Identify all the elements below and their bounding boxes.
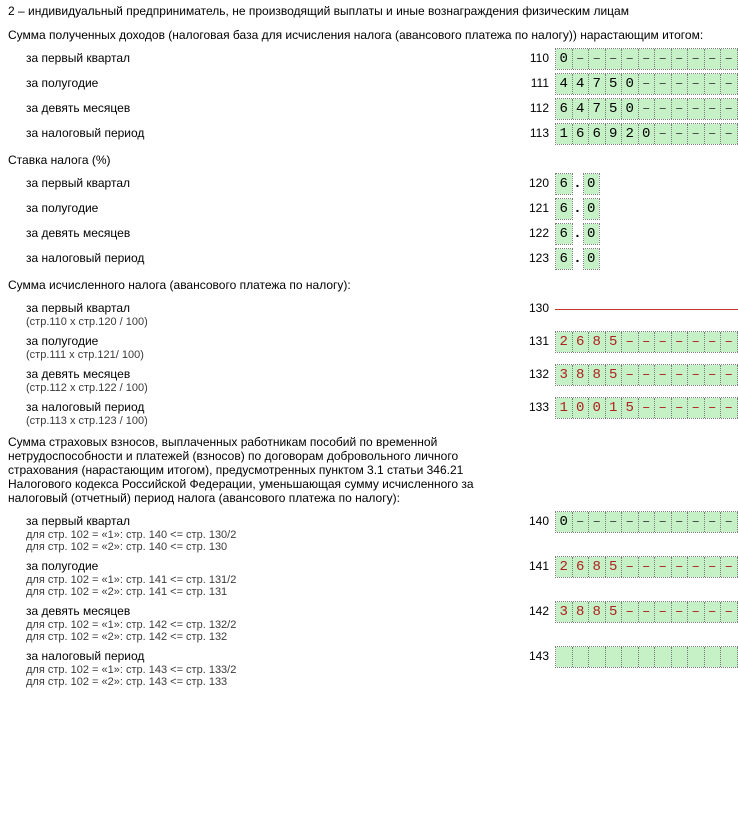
row-sublabel: для стр. 102 = «1»: стр. 143 <= стр. 133… (26, 664, 521, 688)
row-label: за первый квартал (8, 48, 521, 65)
income-section-title: Сумма полученных доходов (налоговая база… (8, 28, 730, 42)
row-label: за полугодие(стр.111 x стр.121/ 100) (8, 331, 521, 361)
row-value: 64750––––––– (549, 98, 738, 120)
row-code: 112 (521, 98, 549, 115)
form-row: за первый квартал1100––––––––––– (8, 48, 730, 70)
row-label: за первый кварталдля стр. 102 = «1»: стр… (8, 511, 521, 553)
row-code: 122 (521, 223, 549, 240)
form-row: за налоговый периоддля стр. 102 = «1»: с… (8, 646, 730, 688)
row-sublabel: (стр.111 x стр.121/ 100) (26, 349, 521, 361)
row-label: за девять месяцев(стр.112 x стр.122 / 10… (8, 364, 521, 394)
row-label: за девять месяцев (8, 223, 521, 240)
row-label: за девять месяцевдля стр. 102 = «1»: стр… (8, 601, 521, 643)
row-code: 133 (521, 397, 549, 414)
row-value: 0––––––––––– (549, 511, 738, 533)
form-row: за полугодиедля стр. 102 = «1»: стр. 141… (8, 556, 730, 598)
row-value: 3885–––––––– (549, 364, 738, 386)
row-code: 110 (521, 48, 549, 65)
row-label: за полугодие (8, 73, 521, 90)
row-code: 132 (521, 364, 549, 381)
form-row: за полугодие11144750––––––– (8, 73, 730, 95)
row-label: за налоговый периоддля стр. 102 = «1»: с… (8, 646, 521, 688)
row-value: 6.0 (549, 173, 730, 195)
form-row: за налоговый период113166920–––––– (8, 123, 730, 145)
row-label: за полугодиедля стр. 102 = «1»: стр. 141… (8, 556, 521, 598)
row-code: 142 (521, 601, 549, 618)
row-label: за девять месяцев (8, 98, 521, 115)
row-sublabel: (стр.113 x стр.123 / 100) (26, 415, 521, 427)
row-value: 2685–––––––– (549, 331, 738, 353)
form-row: за первый квартал(стр.110 x стр.120 / 10… (8, 298, 730, 328)
row-value: 6.0 (549, 248, 730, 270)
row-code: 130 (521, 298, 549, 315)
row-label: за налоговый период(стр.113 x стр.123 / … (8, 397, 521, 427)
value-cells: 3885–––––––– (555, 364, 738, 386)
row-sublabel: для стр. 102 = «1»: стр. 141 <= стр. 131… (26, 574, 521, 598)
row-code: 113 (521, 123, 549, 140)
row-code: 123 (521, 248, 549, 265)
row-sublabel: (стр.110 x стр.120 / 100) (26, 316, 521, 328)
value-cells: 64750––––––– (555, 98, 738, 120)
row-label: за первый квартал(стр.110 x стр.120 / 10… (8, 298, 521, 328)
value-cells: 10015––––––– (555, 397, 738, 419)
form-row: за первый квартал1206.0 (8, 173, 730, 195)
value-cells: 0––––––––––– (555, 511, 738, 533)
row-value (549, 298, 738, 320)
row-value: 10015––––––– (549, 397, 738, 419)
form-row: за полугодие1216.0 (8, 198, 730, 220)
row-sublabel: для стр. 102 = «1»: стр. 142 <= стр. 132… (26, 619, 521, 643)
value-cells: 44750––––––– (555, 73, 738, 95)
value-cells: 0––––––––––– (555, 48, 738, 70)
form-row: за первый кварталдля стр. 102 = «1»: стр… (8, 511, 730, 553)
row-code: 121 (521, 198, 549, 215)
form-row: за полугодие(стр.111 x стр.121/ 100)1312… (8, 331, 730, 361)
value-cells: 3885–––––––– (555, 601, 738, 623)
row-value: 6.0 (549, 223, 730, 245)
row-value: 2685–––––––– (549, 556, 738, 578)
form-row: за девять месяцевдля стр. 102 = «1»: стр… (8, 601, 730, 643)
value-cells: 2685–––––––– (555, 556, 738, 578)
row-value: 0––––––––––– (549, 48, 738, 70)
header-note: 2 – индивидуальный предприниматель, не п… (8, 4, 730, 18)
row-value: 6.0 (549, 198, 730, 220)
row-value (549, 646, 738, 668)
form-row: за девять месяцев11264750––––––– (8, 98, 730, 120)
value-cells: 166920–––––– (555, 123, 738, 145)
row-code: 140 (521, 511, 549, 528)
form-row: за девять месяцев1226.0 (8, 223, 730, 245)
row-sublabel: (стр.112 x стр.122 / 100) (26, 382, 521, 394)
value-cells: 2685–––––––– (555, 331, 738, 353)
calc-section-title: Сумма исчисленного налога (авансового пл… (8, 278, 730, 292)
row-value: 166920–––––– (549, 123, 738, 145)
row-label: за налоговый период (8, 123, 521, 140)
redline (555, 309, 738, 310)
row-code: 120 (521, 173, 549, 190)
row-code: 131 (521, 331, 549, 348)
row-value: 3885–––––––– (549, 601, 738, 623)
row-value: 44750––––––– (549, 73, 738, 95)
row-code: 143 (521, 646, 549, 663)
row-label: за полугодие (8, 198, 521, 215)
row-label: за первый квартал (8, 173, 521, 190)
rate-section-title: Ставка налога (%) (8, 153, 730, 167)
row-label: за налоговый период (8, 248, 521, 265)
value-cells (555, 646, 738, 668)
form-row: за девять месяцев(стр.112 x стр.122 / 10… (8, 364, 730, 394)
row-sublabel: для стр. 102 = «1»: стр. 140 <= стр. 130… (26, 529, 521, 553)
form-row: за налоговый период(стр.113 x стр.123 / … (8, 397, 730, 427)
insurance-section-title: Сумма страховых взносов, выплаченных раб… (8, 435, 488, 505)
row-code: 111 (521, 73, 549, 90)
row-code: 141 (521, 556, 549, 573)
form-row: за налоговый период1236.0 (8, 248, 730, 270)
